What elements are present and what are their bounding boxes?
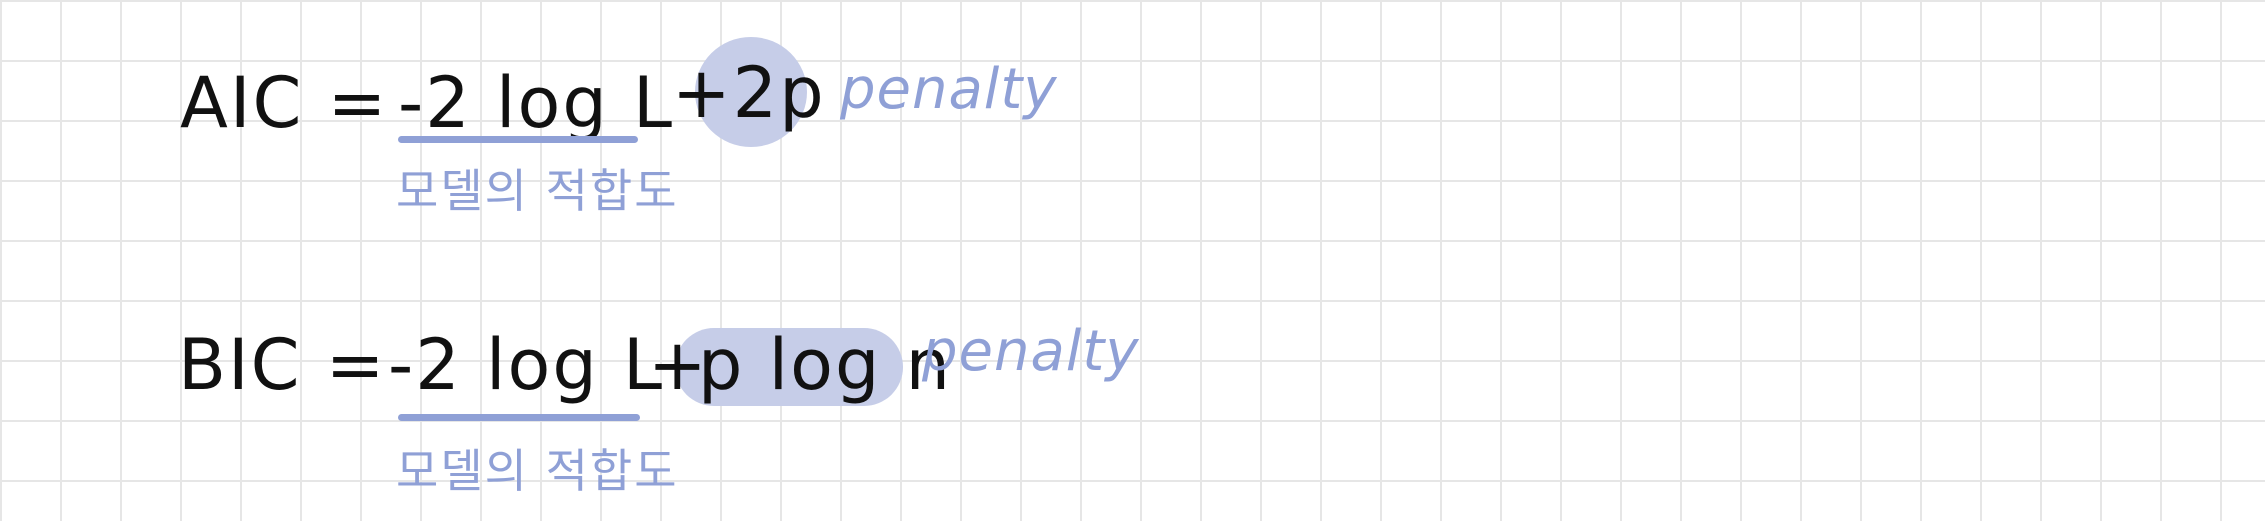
bic-fit-underline bbox=[398, 414, 640, 421]
aic-penalty-term: +2p bbox=[672, 52, 826, 134]
bic-fit-label: 모델의 적합도 bbox=[396, 444, 679, 498]
bic-formula: BIC = -2 log L + p log n penalty 모델의 적합도 bbox=[0, 260, 1200, 495]
bic-penalty-highlight bbox=[675, 328, 903, 406]
aic-fit-underline bbox=[398, 136, 638, 143]
aic-penalty-label: penalty bbox=[840, 57, 1058, 122]
bic-lhs: BIC = bbox=[178, 324, 387, 406]
bic-penalty-label: penalty bbox=[922, 319, 1140, 384]
aic-lhs: AIC = bbox=[180, 62, 389, 144]
aic-fit-term: -2 log L bbox=[398, 62, 675, 144]
aic-fit-label: 모델의 적합도 bbox=[396, 164, 679, 218]
bic-plus: + bbox=[648, 324, 709, 406]
bic-fit-term: -2 log L bbox=[388, 324, 665, 406]
bic-penalty-term: p log n bbox=[698, 324, 953, 406]
aic-formula: AIC = -2 log L +2p penalty 모델의 적합도 bbox=[0, 0, 1200, 214]
aic-penalty-highlight bbox=[695, 37, 807, 147]
